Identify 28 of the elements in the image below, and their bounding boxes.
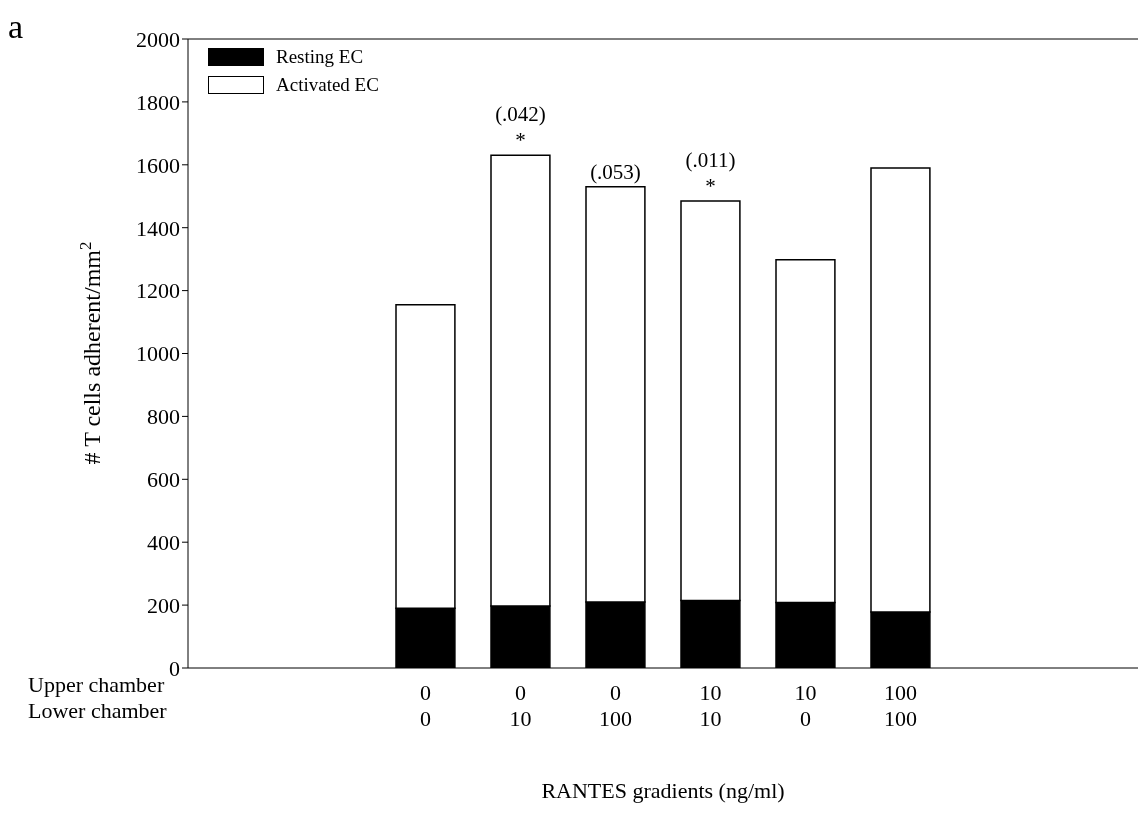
annotation: (.053) <box>590 159 641 184</box>
y-tick-label: 1400 <box>136 215 180 241</box>
y-tick-label: 600 <box>147 467 180 493</box>
y-tick-label: 2000 <box>136 26 180 52</box>
x-tick-label: 10 10 <box>699 680 722 731</box>
y-tick-label: 200 <box>147 592 180 618</box>
y-tick-label: 1600 <box>136 152 180 178</box>
x-tick-label: 100 100 <box>884 680 917 731</box>
text: Upper chamber <box>28 672 165 697</box>
annotation: * <box>705 173 716 198</box>
x-axis-title: RANTES gradients (ng/ml) <box>541 778 785 803</box>
y-tick-label: 0 <box>169 655 180 681</box>
x-tick-label: 0 100 <box>599 680 632 731</box>
chart-title: a <box>8 8 24 46</box>
text: Lower chamber <box>28 698 168 723</box>
y-tick-label: 1000 <box>136 341 180 367</box>
x-tick-label: 0 0 <box>420 680 431 731</box>
y-tick-label: 1800 <box>136 89 180 115</box>
x-tick-label: 10 0 <box>794 680 817 731</box>
y-tick-label: 400 <box>147 530 180 556</box>
y-tick-label: 1200 <box>136 278 180 304</box>
x-tick-label: 0 10 <box>509 680 532 731</box>
annotation: * <box>515 128 526 153</box>
legend-label: Activated EC <box>276 74 379 96</box>
annotation: (.042) <box>495 102 546 127</box>
legend-label: Resting EC <box>276 46 364 68</box>
y-tick-label: 800 <box>147 404 180 430</box>
annotation: (.011) <box>685 147 736 172</box>
